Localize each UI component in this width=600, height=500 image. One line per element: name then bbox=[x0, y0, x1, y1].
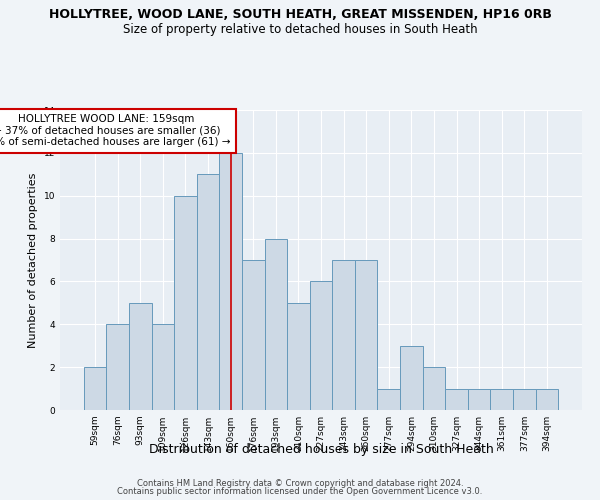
Bar bbox=[536, 388, 558, 410]
Bar bbox=[513, 388, 536, 410]
Bar bbox=[129, 303, 152, 410]
Y-axis label: Number of detached properties: Number of detached properties bbox=[28, 172, 38, 348]
Bar bbox=[490, 388, 513, 410]
Bar bbox=[265, 238, 287, 410]
Bar bbox=[468, 388, 490, 410]
Text: HOLLYTREE, WOOD LANE, SOUTH HEATH, GREAT MISSENDEN, HP16 0RB: HOLLYTREE, WOOD LANE, SOUTH HEATH, GREAT… bbox=[49, 8, 551, 20]
Bar bbox=[422, 367, 445, 410]
Bar bbox=[197, 174, 220, 410]
Bar bbox=[152, 324, 174, 410]
Bar bbox=[174, 196, 197, 410]
Text: Distribution of detached houses by size in South Heath: Distribution of detached houses by size … bbox=[149, 442, 493, 456]
Bar bbox=[242, 260, 265, 410]
Text: Contains HM Land Registry data © Crown copyright and database right 2024.: Contains HM Land Registry data © Crown c… bbox=[137, 478, 463, 488]
Bar bbox=[310, 282, 332, 410]
Bar bbox=[220, 153, 242, 410]
Bar bbox=[287, 303, 310, 410]
Bar bbox=[106, 324, 129, 410]
Bar bbox=[400, 346, 422, 410]
Bar bbox=[377, 388, 400, 410]
Text: HOLLYTREE WOOD LANE: 159sqm
← 37% of detached houses are smaller (36)
62% of sem: HOLLYTREE WOOD LANE: 159sqm ← 37% of det… bbox=[0, 114, 230, 148]
Bar bbox=[84, 367, 106, 410]
Text: Contains public sector information licensed under the Open Government Licence v3: Contains public sector information licen… bbox=[118, 487, 482, 496]
Bar bbox=[445, 388, 468, 410]
Bar bbox=[332, 260, 355, 410]
Text: Size of property relative to detached houses in South Heath: Size of property relative to detached ho… bbox=[122, 22, 478, 36]
Bar bbox=[355, 260, 377, 410]
